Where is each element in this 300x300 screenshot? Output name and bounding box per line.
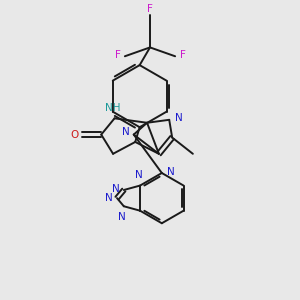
Text: F: F [180, 50, 185, 60]
Text: O: O [71, 130, 79, 140]
Text: F: F [147, 4, 153, 14]
Text: N: N [112, 184, 119, 194]
Text: N: N [122, 127, 129, 137]
Text: N: N [135, 170, 142, 180]
Text: N: N [105, 193, 112, 203]
Text: N: N [118, 212, 126, 222]
Text: F: F [115, 50, 120, 60]
Text: N: N [167, 167, 175, 176]
Text: N: N [175, 113, 183, 123]
Text: NH: NH [105, 103, 121, 113]
